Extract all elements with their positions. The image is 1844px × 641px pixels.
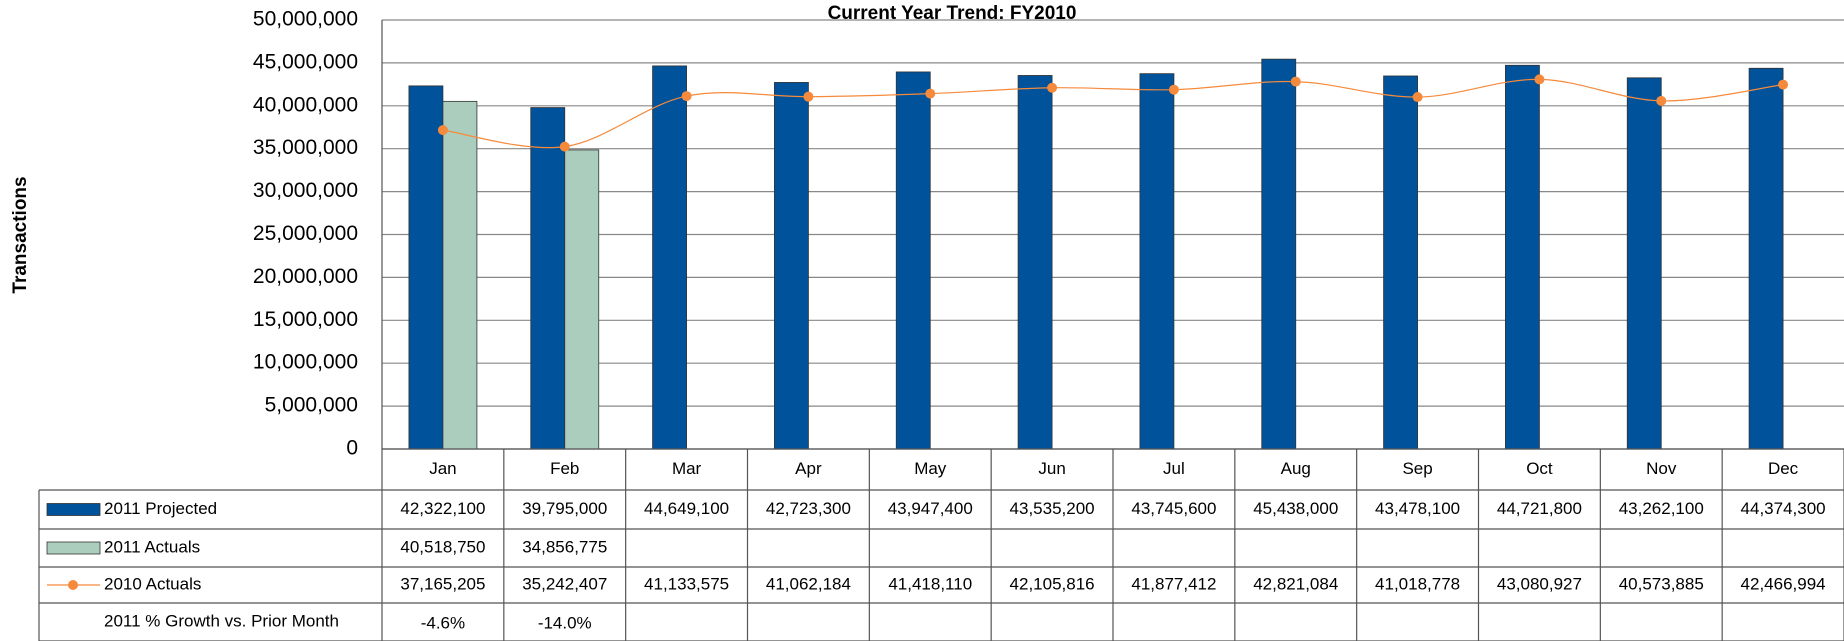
table-value: -14.0% (538, 613, 592, 632)
y-tick-label: 5,000,000 (265, 394, 358, 417)
y-tick-label: 50,000,000 (253, 8, 358, 31)
table-value: 43,745,600 (1131, 499, 1216, 518)
table-value: 41,062,184 (766, 574, 851, 593)
x-tick-label: Nov (1646, 459, 1677, 478)
y-tick-label: 45,000,000 (253, 50, 358, 73)
x-tick-label: Jul (1163, 459, 1185, 478)
table-value: 41,418,110 (888, 574, 972, 593)
table-value: 44,649,100 (644, 499, 729, 518)
bar (1626, 77, 1662, 450)
line-point (559, 141, 570, 152)
bar (1748, 67, 1784, 450)
table-value: 42,105,816 (1010, 574, 1095, 593)
y-axis-label: Transactions (10, 176, 31, 293)
table-value: 43,947,400 (888, 499, 973, 518)
table-value: 40,573,885 (1619, 574, 1704, 593)
table-value: 35,242,407 (522, 574, 607, 593)
bar (408, 85, 444, 450)
legend-key (46, 541, 101, 555)
legend-label: 2010 Actuals (104, 574, 201, 593)
line-point (925, 88, 936, 99)
table-value: 39,795,000 (522, 499, 607, 518)
table-value: 42,723,300 (766, 499, 851, 518)
line-point (803, 91, 814, 102)
bar (895, 71, 931, 450)
line-point (1047, 82, 1058, 93)
bar (564, 149, 600, 450)
x-tick-label: Feb (550, 459, 579, 478)
line-point (1534, 74, 1545, 85)
table-value: 42,466,994 (1741, 574, 1826, 593)
bar (1505, 64, 1540, 450)
table-value: 34,856,775 (522, 537, 607, 556)
line-point (681, 91, 692, 102)
table-value: 41,018,778 (1375, 574, 1460, 593)
y-tick-label: 10,000,000 (253, 351, 358, 374)
x-tick-label: May (914, 459, 947, 478)
table-value: 40,518,750 (400, 537, 485, 556)
x-tick-label: Jan (429, 459, 456, 478)
x-tick-label: Jun (1038, 459, 1065, 478)
table-value: 43,535,200 (1010, 499, 1095, 518)
line-point (1778, 79, 1789, 90)
y-tick-label: 25,000,000 (253, 222, 358, 245)
y-tick-label: 30,000,000 (253, 179, 358, 202)
legend-key (68, 580, 78, 590)
bar (1017, 75, 1053, 450)
y-tick-label: 0 (346, 437, 358, 460)
bar (1139, 73, 1175, 450)
x-tick-label: Oct (1526, 459, 1553, 478)
y-tick-label: 15,000,000 (253, 308, 358, 331)
table-value: 37,165,205 (400, 574, 485, 593)
line-point (437, 125, 448, 136)
bar (530, 107, 566, 450)
bar (1383, 75, 1418, 450)
table-value: 45,438,000 (1253, 499, 1338, 518)
line-point (1656, 95, 1667, 106)
line-point (1290, 76, 1301, 87)
x-tick-label: Aug (1281, 459, 1311, 478)
chart-title: Current Year Trend: FY2010 (828, 3, 1077, 24)
line-point (1168, 84, 1179, 95)
y-tick-label: 20,000,000 (253, 265, 358, 288)
table-value: 42,322,100 (400, 499, 485, 518)
table-value: 41,133,575 (644, 574, 729, 593)
table-value: 44,721,800 (1497, 499, 1582, 518)
bar (774, 82, 809, 450)
table-value: -4.6% (421, 613, 465, 632)
x-tick-label: Apr (795, 459, 822, 478)
table-value: 43,478,100 (1375, 499, 1460, 518)
line-point (1412, 92, 1423, 103)
table-value: 44,374,300 (1741, 499, 1826, 518)
y-tick-label: 35,000,000 (253, 136, 358, 159)
x-tick-label: Mar (672, 459, 702, 478)
legend-key (46, 503, 101, 516)
table-value: 43,080,927 (1497, 574, 1582, 593)
legend-label: 2011 Projected (104, 499, 217, 518)
line (442, 78, 1784, 149)
table-value: 41,877,412 (1131, 574, 1216, 593)
row-label: 2011 % Growth vs. Prior Month (104, 611, 339, 630)
x-tick-label: Sep (1402, 459, 1432, 478)
y-tick-label: 40,000,000 (253, 93, 358, 116)
legend-label: 2011 Actuals (104, 537, 200, 556)
table-value: 42,821,084 (1253, 574, 1338, 593)
bar (442, 100, 478, 450)
bar (652, 65, 687, 450)
table-value: 43,262,100 (1619, 499, 1704, 518)
x-tick-label: Dec (1768, 459, 1799, 478)
bar (1261, 58, 1297, 450)
